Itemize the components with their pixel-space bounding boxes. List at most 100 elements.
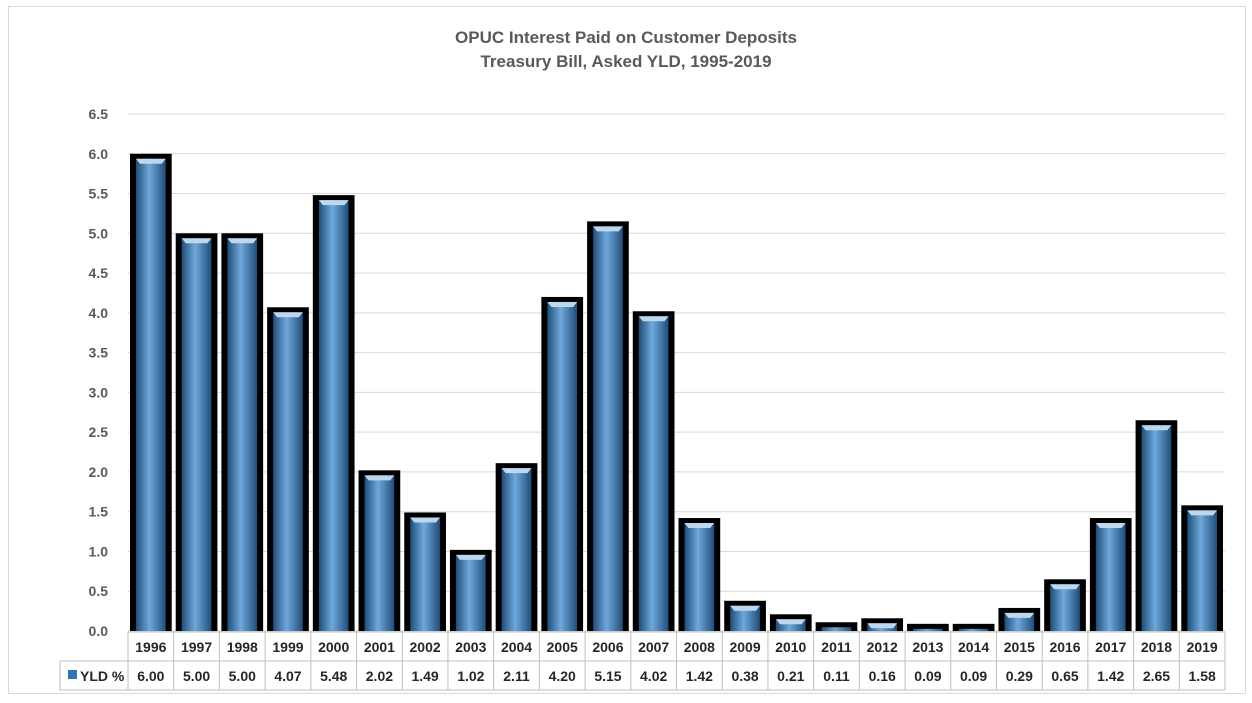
bar-2017 bbox=[1089, 518, 1132, 631]
bar-bevel bbox=[364, 475, 395, 481]
data-label: 5.48 bbox=[320, 668, 347, 684]
bar-bevel bbox=[455, 554, 486, 560]
y-tick-label: 5.0 bbox=[89, 225, 109, 241]
bar-2007 bbox=[632, 311, 675, 631]
bar-2009 bbox=[724, 600, 766, 631]
chart-subtitle: Treasury Bill, Asked YLD, 1995-2019 bbox=[480, 52, 772, 71]
bar-fill bbox=[638, 316, 669, 631]
bar-bevel bbox=[318, 200, 349, 206]
data-label: 4.07 bbox=[274, 668, 301, 684]
y-tick-label: 0.5 bbox=[89, 583, 109, 599]
bar-bevel bbox=[1095, 523, 1126, 529]
bar-fill bbox=[318, 200, 349, 632]
x-tick-label: 1997 bbox=[181, 639, 212, 655]
bar-fill bbox=[455, 554, 486, 631]
y-tick-label: 3.0 bbox=[89, 384, 109, 400]
bar-bevel bbox=[501, 468, 532, 474]
bar-2011 bbox=[815, 622, 858, 631]
data-label: 1.49 bbox=[411, 668, 438, 684]
x-tick-label: 2005 bbox=[547, 639, 578, 655]
y-tick-label: 0.0 bbox=[89, 623, 109, 639]
data-label: 0.09 bbox=[914, 668, 941, 684]
y-tick-label: 1.0 bbox=[89, 543, 109, 559]
x-tick-label: 2011 bbox=[821, 639, 852, 655]
bar-1998 bbox=[221, 233, 264, 632]
bar-fill bbox=[1187, 510, 1217, 631]
data-label: 0.09 bbox=[960, 668, 987, 684]
bar-bevel bbox=[181, 238, 212, 244]
bar-border bbox=[815, 622, 858, 631]
x-tick-label: 2013 bbox=[912, 639, 943, 655]
data-label: 2.02 bbox=[366, 668, 393, 684]
x-tick-label: 1996 bbox=[135, 639, 166, 655]
y-tick-label: 5.5 bbox=[89, 186, 109, 202]
chart-title: OPUC Interest Paid on Customer Deposits bbox=[455, 28, 797, 47]
data-label: 1.58 bbox=[1189, 668, 1216, 684]
chart-title-block: OPUC Interest Paid on Customer Deposits … bbox=[0, 26, 1252, 74]
bar-2015 bbox=[998, 607, 1041, 631]
x-tick-label: 2014 bbox=[958, 639, 989, 655]
data-label: 1.02 bbox=[457, 668, 484, 684]
y-tick-label: 3.5 bbox=[89, 345, 109, 361]
data-label: 5.00 bbox=[229, 668, 256, 684]
x-tick-label: 2018 bbox=[1141, 639, 1172, 655]
data-label: 2.11 bbox=[503, 668, 530, 684]
bar-bevel bbox=[1187, 510, 1217, 516]
x-tick-label: 2012 bbox=[867, 639, 898, 655]
bar-2014 bbox=[952, 623, 995, 631]
gridlines bbox=[128, 113, 1225, 632]
bar-2004 bbox=[495, 463, 538, 631]
bar-fill bbox=[136, 158, 166, 631]
data-label: 1.42 bbox=[1097, 668, 1124, 684]
x-tick-label: 2015 bbox=[1004, 639, 1035, 655]
bar-bevel bbox=[867, 623, 898, 629]
bar-fill bbox=[593, 226, 623, 631]
data-label: 5.15 bbox=[594, 668, 621, 684]
data-label: 1.42 bbox=[686, 668, 713, 684]
x-tick-label: 2017 bbox=[1095, 639, 1126, 655]
data-label: 6.00 bbox=[137, 668, 164, 684]
bar-2001 bbox=[358, 470, 401, 631]
x-tick-label: 2004 bbox=[501, 639, 532, 655]
y-tick-label: 6.0 bbox=[89, 146, 109, 162]
bar-fill bbox=[775, 619, 806, 631]
bar-bevel bbox=[1050, 584, 1080, 590]
bar-fill bbox=[501, 468, 532, 631]
bar-1996 bbox=[130, 153, 172, 631]
bar-border bbox=[952, 623, 995, 631]
data-label: 0.38 bbox=[731, 668, 758, 684]
bar-fill bbox=[958, 628, 989, 631]
data-label: 0.65 bbox=[1051, 668, 1078, 684]
bar-fill bbox=[913, 628, 943, 631]
x-tick-label: 2008 bbox=[684, 639, 715, 655]
bar-2013 bbox=[907, 623, 949, 631]
data-label: 5.00 bbox=[183, 668, 210, 684]
x-tick-label: 2007 bbox=[638, 639, 669, 655]
data-label: 4.02 bbox=[640, 668, 667, 684]
x-tick-label: 2006 bbox=[592, 639, 623, 655]
y-tick-label: 1.5 bbox=[89, 504, 109, 520]
bar-fill bbox=[1141, 425, 1172, 631]
bar-2006 bbox=[587, 221, 629, 631]
data-label: 2.65 bbox=[1143, 668, 1170, 684]
bar-bevel bbox=[684, 523, 715, 529]
x-tick-label: 1999 bbox=[272, 639, 303, 655]
bar-fill bbox=[273, 312, 303, 631]
x-tick-label: 2009 bbox=[729, 639, 760, 655]
bar-2002 bbox=[404, 512, 446, 631]
y-tick-label: 4.5 bbox=[89, 265, 109, 281]
bar-fill bbox=[410, 517, 440, 631]
bar-fill bbox=[821, 627, 852, 631]
y-tick-label: 4.0 bbox=[89, 305, 109, 321]
bar-border bbox=[907, 623, 949, 631]
bar-bevel bbox=[410, 517, 440, 523]
bar-2012 bbox=[861, 618, 904, 631]
x-tick-label: 2003 bbox=[455, 639, 486, 655]
x-tick-label: 2016 bbox=[1049, 639, 1080, 655]
bar-fill bbox=[181, 238, 212, 632]
legend-swatch bbox=[68, 670, 77, 679]
bar-2018 bbox=[1135, 420, 1178, 631]
data-label: 4.20 bbox=[549, 668, 576, 684]
x-tick-label: 2010 bbox=[775, 639, 806, 655]
bar-bevel bbox=[136, 158, 166, 164]
